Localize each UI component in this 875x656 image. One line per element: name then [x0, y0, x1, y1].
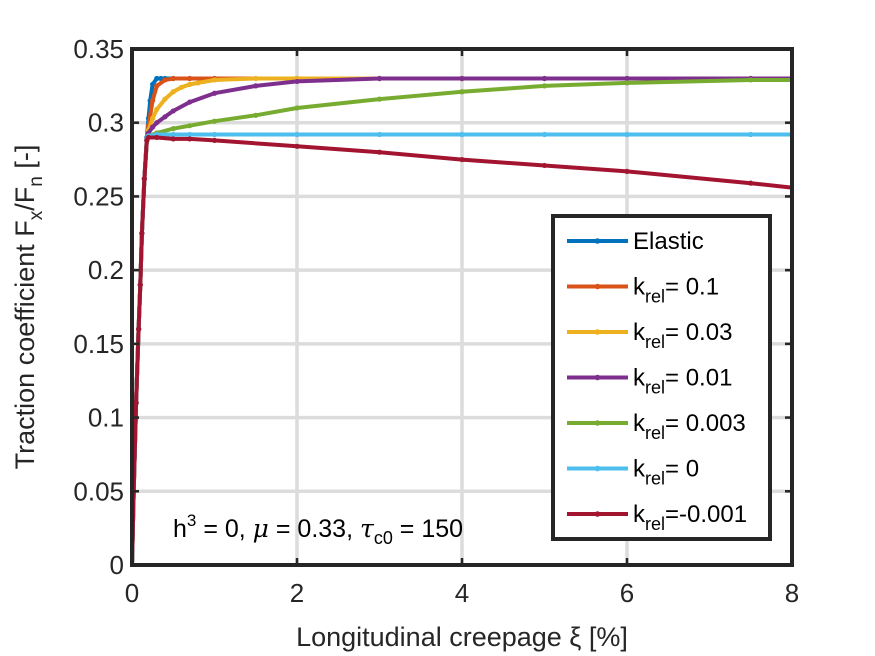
- series-point: [459, 75, 465, 82]
- series-point: [162, 77, 168, 83]
- series-point: [150, 98, 156, 104]
- legend-swatch-point: [594, 511, 601, 517]
- legend-entry-label: krel= 0.01: [633, 365, 732, 398]
- ticks: 0 2 4 6 8 0 0.05 0.1 0.15 0.2 0.25 0.3 0.35: [73, 34, 799, 608]
- legend-swatch-point: [594, 465, 601, 472]
- series-point: [154, 134, 160, 141]
- series-point: [162, 96, 168, 102]
- series-point: [145, 134, 152, 141]
- series-point: [294, 105, 300, 111]
- series-point: [170, 89, 176, 95]
- series-point: [170, 126, 176, 132]
- series-point: [187, 136, 193, 142]
- series-point: [376, 96, 383, 102]
- y-tick-label: 0.1: [88, 403, 124, 433]
- series-point: [162, 114, 168, 120]
- legend-entry-label: krel= 0: [633, 456, 699, 489]
- legend-swatch-point: [594, 238, 601, 244]
- legend-swatch-point: [594, 374, 601, 381]
- series-point: [748, 180, 754, 186]
- series-point: [459, 89, 465, 95]
- series-point: [211, 77, 218, 83]
- series-point: [187, 75, 193, 82]
- y-tick-label: 0.3: [88, 108, 124, 138]
- series-point: [136, 326, 142, 332]
- y-tick-label: 0: [110, 550, 124, 580]
- series-point: [133, 400, 139, 406]
- annotation-text: h3 = 0, μ = 0.33, τc0 = 150: [173, 511, 463, 548]
- series-point: [170, 136, 176, 142]
- series-point: [253, 112, 259, 118]
- series-point: [150, 115, 156, 121]
- y-tick-label: 0.2: [88, 255, 124, 285]
- series-point: [748, 77, 754, 83]
- series-point: [376, 75, 383, 82]
- series-point: [294, 143, 300, 149]
- series-point: [541, 162, 548, 169]
- series-point: [139, 230, 145, 236]
- series-point: [541, 131, 548, 138]
- y-tick-label: 0.25: [73, 181, 124, 211]
- series-6: [132, 134, 792, 565]
- series-point: [748, 131, 754, 138]
- x-tick-label: 6: [620, 578, 634, 608]
- legend-swatch-point: [594, 329, 601, 335]
- series-point: [376, 131, 383, 138]
- series-point: [624, 80, 630, 86]
- series-point: [211, 118, 218, 124]
- series-point: [170, 131, 176, 138]
- legend-swatch-point: [594, 283, 601, 290]
- series-point: [141, 176, 147, 182]
- series-point: [150, 124, 156, 130]
- series-point: [541, 83, 548, 89]
- legend-entry-label: krel=-0.001: [633, 501, 747, 534]
- y-tick-label: 0.15: [73, 329, 124, 359]
- series-layer: [132, 75, 792, 565]
- series-point: [624, 75, 630, 82]
- series-point: [154, 83, 160, 89]
- series-point: [624, 131, 630, 138]
- series-point: [137, 282, 143, 288]
- series-point: [150, 81, 156, 87]
- series-point: [154, 120, 160, 126]
- series-point: [187, 99, 193, 105]
- series-point: [253, 83, 259, 89]
- series-point: [294, 78, 300, 85]
- legend-entry-label: Elastic: [633, 228, 704, 255]
- series-point: [294, 131, 300, 138]
- x-axis-label: Longitudinal creepage ξ [%]: [296, 622, 628, 652]
- series-point: [187, 81, 193, 87]
- series-point: [154, 106, 160, 113]
- x-tick-label: 8: [785, 578, 799, 608]
- series-point: [211, 131, 218, 138]
- series-point: [459, 156, 465, 163]
- series-point: [170, 75, 176, 82]
- series-point: [187, 131, 193, 138]
- series-point: [459, 131, 465, 138]
- x-tick-label: 0: [125, 578, 139, 608]
- series-point: [178, 84, 185, 90]
- legend-swatch-point: [594, 420, 601, 426]
- x-tick-label: 4: [455, 578, 469, 608]
- series-point: [541, 75, 548, 82]
- x-tick-label: 2: [290, 578, 304, 608]
- series-point: [187, 123, 193, 129]
- series-point: [624, 168, 630, 174]
- legend-entry-label: krel= 0.003: [633, 410, 746, 443]
- series-point: [376, 149, 383, 155]
- series-point: [211, 90, 218, 96]
- series-point: [195, 80, 201, 86]
- series-point: [170, 108, 176, 114]
- legend-entry-label: krel= 0.03: [633, 319, 732, 352]
- legend-entry-label: krel= 0.1: [633, 274, 719, 307]
- series-line: [132, 135, 792, 565]
- y-tick-label: 0.05: [73, 476, 124, 506]
- y-tick-label: 0.35: [73, 34, 124, 64]
- series-point: [211, 137, 218, 144]
- y-axis-label: Traction coefficient Fx/Fn [-]: [10, 145, 47, 470]
- series-point: [253, 75, 259, 82]
- series-point: [154, 75, 160, 82]
- legend: Elastic krel= 0.1 krel= 0.03 krel= 0.01 krel…: [551, 214, 772, 541]
